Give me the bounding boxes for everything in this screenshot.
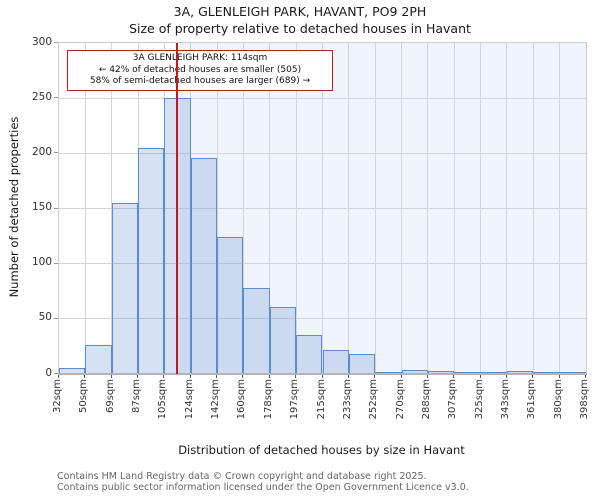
y-tick-label: 200 [31, 145, 52, 158]
x-tick-mark [347, 374, 349, 378]
x-tick-mark [558, 374, 560, 378]
gridline-y [59, 263, 586, 265]
histogram-bar [111, 202, 139, 374]
x-tick-mark [242, 374, 244, 378]
chart-subtitle: Size of property relative to detached ho… [129, 21, 471, 36]
attribution-footer: Contains HM Land Registry data © Crown c… [57, 471, 469, 493]
y-tick-label: 150 [31, 201, 52, 213]
histogram-bar [138, 147, 165, 374]
x-tick-mark [110, 374, 112, 378]
x-tick-mark [216, 374, 218, 378]
y-tick-mark [54, 373, 58, 374]
gridline-y [59, 318, 586, 320]
annotation-line-3: 58% of semi-detached houses are larger (… [89, 76, 311, 86]
histogram-bar [243, 287, 270, 374]
x-tick-mark [374, 374, 376, 378]
y-tick-label: 0 [45, 366, 52, 379]
y-tick-mark [54, 262, 58, 264]
x-tick-mark [505, 374, 507, 378]
histogram-bar [85, 345, 112, 374]
histogram-bar [190, 157, 218, 374]
property-size-marker-line [176, 43, 178, 374]
x-tick-mark [321, 374, 323, 378]
x-tick-mark [479, 374, 481, 378]
x-tick-mark [84, 374, 86, 378]
y-tick-mark [54, 317, 58, 319]
y-tick-mark [54, 97, 58, 99]
x-axis-title: Distribution of detached houses by size … [178, 443, 465, 457]
annotation-line-2: ← 42% of detached houses are smaller (50… [98, 64, 302, 75]
gridline-y [59, 97, 586, 99]
y-tick-label: 50 [38, 311, 52, 324]
x-tick-mark [295, 374, 297, 378]
x-tick-mark [585, 374, 586, 378]
histogram-bar [269, 306, 297, 374]
marker-annotation-box: 3A GLENLEIGH PARK: 114sqm ← 42% of detac… [67, 50, 333, 91]
x-tick-mark [137, 374, 139, 378]
footer-line-2: Contains public sector information licen… [57, 482, 469, 493]
x-tick-mark [400, 374, 402, 378]
plot-area: 3A GLENLEIGH PARK: 114sqm ← 42% of detac… [58, 42, 587, 375]
x-tick-mark [453, 374, 455, 378]
x-tick-mark [189, 374, 191, 378]
y-tick-mark [54, 42, 58, 43]
annotation-line-1: 3A GLENLEIGH PARK: 114sqm [132, 53, 268, 63]
x-tick-mark [426, 374, 428, 378]
histogram-bar [322, 349, 349, 374]
y-tick-mark [54, 152, 58, 154]
y-tick-label: 100 [31, 256, 52, 269]
x-axis-line [58, 373, 587, 375]
histogram-bar [217, 237, 244, 374]
y-tick-label: 250 [31, 90, 52, 103]
x-tick-mark [532, 374, 534, 378]
gridline-y [59, 152, 586, 154]
gridline-y [59, 208, 586, 209]
y-tick-label: 300 [31, 35, 52, 48]
x-tick-mark [58, 374, 59, 378]
y-tick-mark [54, 207, 58, 209]
histogram-bar [348, 354, 376, 374]
chart-title: 3A, GLENLEIGH PARK, HAVANT, PO9 2PH [173, 4, 427, 19]
footer-line-1: Contains HM Land Registry data © Crown c… [57, 471, 427, 482]
x-tick-mark [268, 374, 270, 378]
histogram-bar [296, 335, 323, 374]
x-tick-mark [163, 374, 165, 378]
